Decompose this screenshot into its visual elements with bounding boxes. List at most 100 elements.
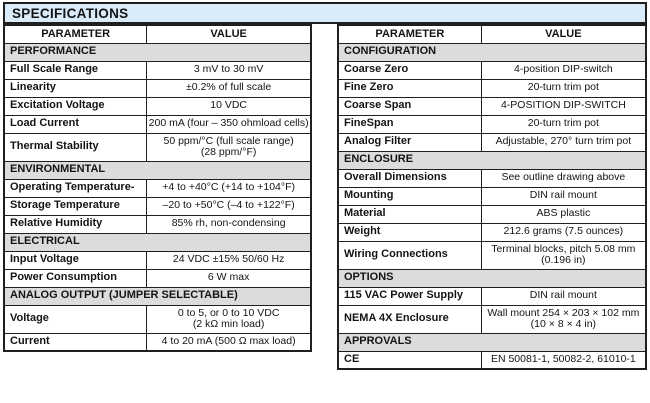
parameter-cell: Full Scale Range: [3, 60, 148, 80]
table-row: NEMA 4X Enclosure Wall mount 254 × 203 × …: [337, 304, 647, 334]
section-header-row: ANALOG OUTPUT (JUMPER SELECTABLE): [3, 286, 312, 306]
table-row: Mounting DIN rail mount: [337, 186, 647, 206]
parameter-cell: Overall Dimensions: [337, 168, 482, 188]
value-cell: 212.6 grams (7.5 ounces): [480, 222, 647, 242]
parameter-cell: Input Voltage: [3, 250, 148, 270]
value-cell: DIN rail mount: [480, 186, 647, 206]
parameter-cell: Storage Temperature: [3, 196, 148, 216]
specifications-header: SPECIFICATIONS: [3, 2, 647, 24]
parameter-cell: Coarse Zero: [337, 60, 482, 80]
section-header: ANALOG OUTPUT (JUMPER SELECTABLE): [3, 286, 312, 306]
table-row: Thermal Stability 50 ppm/°C (full scale r…: [3, 132, 312, 162]
table-row: Relative Humidity 85% rh, non-condensing: [3, 214, 312, 234]
value-cell: –20 to +50°C (–4 to +122°F): [146, 196, 312, 216]
column-header: VALUE: [480, 24, 647, 44]
value-cell: Adjustable, 270° turn trim pot: [480, 132, 647, 152]
section-header-row: CONFIGURATION: [337, 42, 647, 62]
value-cell: 20-turn trim pot: [480, 114, 647, 134]
parameter-cell: FineSpan: [337, 114, 482, 134]
specifications-title: SPECIFICATIONS: [12, 5, 129, 21]
section-header: APPROVALS: [337, 332, 647, 352]
section-header: OPTIONS: [337, 268, 647, 288]
parameter-cell: NEMA 4X Enclosure: [337, 304, 482, 334]
section-header-row: PERFORMANCE: [3, 42, 312, 62]
table-row: Material ABS plastic: [337, 204, 647, 224]
parameter-cell: Thermal Stability: [3, 132, 148, 162]
table-row: Load Current 200 mA (four – 350 ohmload c…: [3, 114, 312, 134]
spec-table-left: PARAMETER VALUE PERFORMANCE Full Scale Rang…: [3, 24, 312, 352]
table-row: Coarse Zero 4-position DIP-switch: [337, 60, 647, 80]
value-cell: EN 50081-1, 50082-2, 61010-1: [480, 350, 647, 370]
column-header-row: PARAMETER VALUE: [3, 24, 312, 44]
table-row: Wiring Connections Terminal blocks, pitch…: [337, 240, 647, 270]
value-cell: +4 to +40°C (+14 to +104°F): [146, 178, 312, 198]
parameter-cell: Linearity: [3, 78, 148, 98]
value-cell: 24 VDC ±15% 50/60 Hz: [146, 250, 312, 270]
section-header-row: ENVIRONMENTAL: [3, 160, 312, 180]
value-cell: 10 VDC: [146, 96, 312, 116]
section-header: PERFORMANCE: [3, 42, 312, 62]
parameter-cell: Analog Filter: [337, 132, 482, 152]
section-header: CONFIGURATION: [337, 42, 647, 62]
value-cell: 0 to 5, or 0 to 10 VDC (2 kΩ min load): [146, 304, 312, 334]
column-header-row: PARAMETER VALUE: [337, 24, 647, 44]
parameter-cell: Power Consumption: [3, 268, 148, 288]
section-header-row: OPTIONS: [337, 268, 647, 288]
parameter-cell: Wiring Connections: [337, 240, 482, 270]
table-row: Coarse Span 4-POSITION DIP-SWITCH: [337, 96, 647, 116]
table-row: Linearity ±0.2% of full scale: [3, 78, 312, 98]
table-row: Weight 212.6 grams (7.5 ounces): [337, 222, 647, 242]
section-header-row: APPROVALS: [337, 332, 647, 352]
parameter-cell: Coarse Span: [337, 96, 482, 116]
table-row: Excitation Voltage 10 VDC: [3, 96, 312, 116]
value-cell: Terminal blocks, pitch 5.08 mm (0.196 in): [480, 240, 647, 270]
table-row: Input Voltage 24 VDC ±15% 50/60 Hz: [3, 250, 312, 270]
parameter-cell: Excitation Voltage: [3, 96, 148, 116]
value-cell: 4-position DIP-switch: [480, 60, 647, 80]
table-row: Analog Filter Adjustable, 270° turn trim …: [337, 132, 647, 152]
value-cell: 20-turn trim pot: [480, 78, 647, 98]
table-row: Overall Dimensions See outline drawing ab…: [337, 168, 647, 188]
value-cell: 4-POSITION DIP-SWITCH: [480, 96, 647, 116]
section-header-row: ENCLOSURE: [337, 150, 647, 170]
value-cell: ±0.2% of full scale: [146, 78, 312, 98]
parameter-cell: Mounting: [337, 186, 482, 206]
spec-table-right: PARAMETER VALUE CONFIGURATION Coarse Zero 4-…: [337, 24, 647, 370]
value-cell: 200 mA (four – 350 ohmload cells): [146, 114, 312, 134]
table-row: Voltage 0 to 5, or 0 to 10 VDC (2 kΩ min l…: [3, 304, 312, 334]
parameter-cell: Relative Humidity: [3, 214, 148, 234]
column-header: VALUE: [146, 24, 312, 44]
section-header: ENCLOSURE: [337, 150, 647, 170]
table-row: Fine Zero 20-turn trim pot: [337, 78, 647, 98]
value-cell: Wall mount 254 × 203 × 102 mm (10 × 8 × 4…: [480, 304, 647, 334]
parameter-cell: 115 VAC Power Supply: [337, 286, 482, 306]
parameter-cell: Material: [337, 204, 482, 224]
value-cell: 6 W max: [146, 268, 312, 288]
value-cell: DIN rail mount: [480, 286, 647, 306]
value-cell: See outline drawing above: [480, 168, 647, 188]
table-row: Current 4 to 20 mA (500 Ω max load): [3, 332, 312, 352]
value-cell: 85% rh, non-condensing: [146, 214, 312, 234]
table-row: CE EN 50081-1, 50082-2, 61010-1: [337, 350, 647, 370]
value-cell: 3 mV to 30 mV: [146, 60, 312, 80]
parameter-cell: Load Current: [3, 114, 148, 134]
parameter-cell: Fine Zero: [337, 78, 482, 98]
table-row: Storage Temperature –20 to +50°C (–4 to +…: [3, 196, 312, 216]
table-row: Full Scale Range 3 mV to 30 mV: [3, 60, 312, 80]
parameter-cell: Weight: [337, 222, 482, 242]
table-row: Power Consumption 6 W max: [3, 268, 312, 288]
section-header: ENVIRONMENTAL: [3, 160, 312, 180]
section-header-row: ELECTRICAL: [3, 232, 312, 252]
table-row: FineSpan 20-turn trim pot: [337, 114, 647, 134]
parameter-cell: Voltage: [3, 304, 148, 334]
value-cell: 4 to 20 mA (500 Ω max load): [146, 332, 312, 352]
value-cell: ABS plastic: [480, 204, 647, 224]
value-cell: 50 ppm/°C (full scale range) (28 ppm/°F): [146, 132, 312, 162]
parameter-cell: Current: [3, 332, 148, 352]
column-header: PARAMETER: [337, 24, 482, 44]
table-row: Operating Temperature- +4 to +40°C (+14 t…: [3, 178, 312, 198]
table-row: 115 VAC Power Supply DIN rail mount: [337, 286, 647, 306]
parameter-cell: Operating Temperature-: [3, 178, 148, 198]
section-header: ELECTRICAL: [3, 232, 312, 252]
